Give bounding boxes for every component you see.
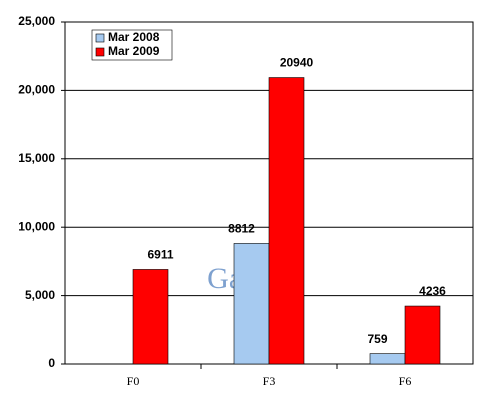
bar [369, 353, 406, 365]
x-tick-label: F0 [127, 374, 140, 388]
bar [132, 269, 169, 365]
y-tick-label: 0 [48, 356, 55, 370]
y-tick-label: 10,000 [18, 219, 55, 233]
legend-swatch [95, 33, 105, 43]
value-label: 759 [367, 332, 387, 346]
y-tick-label: 25,000 [18, 14, 55, 28]
y-tick-label: 20,000 [18, 83, 55, 97]
legend [91, 29, 173, 61]
bar [404, 305, 441, 365]
y-tick-label: 5,000 [25, 288, 55, 302]
legend-label: Mar 2008 [108, 30, 160, 44]
value-label: 20940 [280, 56, 314, 70]
x-tick-label: F6 [399, 374, 412, 388]
value-label: 4236 [419, 284, 446, 298]
value-label: 8812 [228, 222, 255, 236]
value-label: 6911 [147, 248, 173, 262]
x-tick-label: F3 [263, 374, 276, 388]
y-tick-label: 15,000 [18, 151, 55, 165]
bar [268, 77, 305, 365]
legend-swatch [95, 47, 105, 57]
bar [233, 243, 270, 365]
legend-label: Mar 2009 [108, 44, 160, 58]
